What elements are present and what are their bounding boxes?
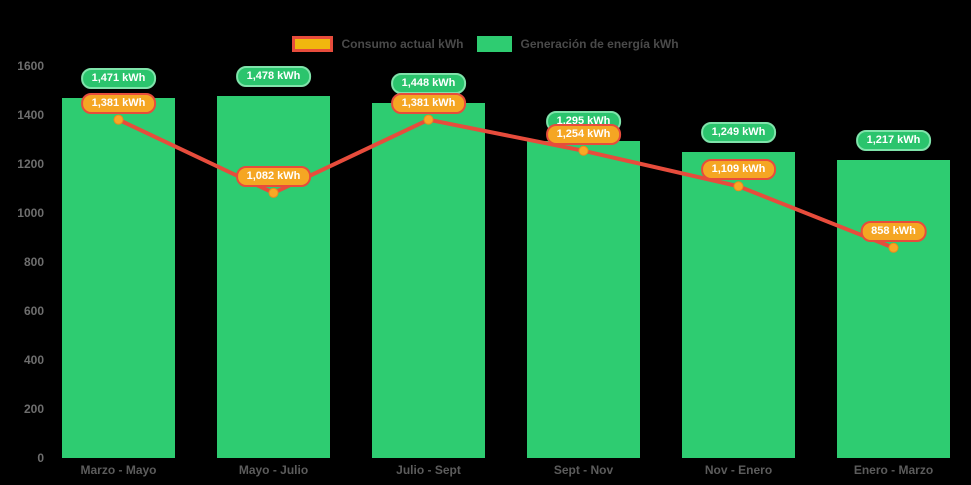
consumption-value-badge: 1,254 kWh [545,123,622,145]
generation-value-badge: 1,217 kWh [855,129,932,151]
y-tick-label: 1400 [17,108,44,122]
generation-bar[interactable] [372,103,485,458]
generation-bar[interactable] [62,97,175,458]
consumption-point[interactable] [888,242,899,253]
x-category-label: Mayo - Julio [238,463,309,477]
x-category-label: Julio - Sept [396,463,461,477]
consumption-point[interactable] [733,181,744,192]
legend-item-generacion[interactable]: Generación de energía kWh [477,36,679,52]
generation-bar[interactable] [527,140,640,458]
x-category-label: Enero - Marzo [853,463,934,477]
legend-swatch-generacion-icon [477,36,513,52]
legend-item-consumo[interactable]: Consumo actual kWh [292,36,463,52]
consumption-value-badge: 1,381 kWh [390,92,467,114]
y-tick-label: 800 [23,255,44,269]
chart-legend: Consumo actual kWh Generación de energía… [0,36,971,52]
legend-label-consumo: Consumo actual kWh [341,37,464,51]
y-tick-label: 1200 [17,157,44,171]
y-tick-label: 1000 [17,206,44,220]
consumption-point[interactable] [578,145,589,156]
consumption-point[interactable] [268,187,279,198]
consumption-point[interactable] [113,114,124,125]
y-tick-label: 0 [37,451,44,465]
consumption-value-badge: 1,381 kWh [80,92,157,114]
y-tick-label: 400 [23,353,44,367]
consumption-value-badge: 858 kWh [860,220,927,242]
generation-bar[interactable] [217,95,330,458]
y-tick-label: 600 [23,304,44,318]
y-tick-label: 1600 [17,59,44,73]
consumption-value-badge: 1,109 kWh [700,159,777,181]
legend-swatch-consumo-icon [292,36,334,52]
consumption-line [117,117,895,250]
generation-bar[interactable] [837,159,950,458]
y-tick-label: 200 [23,402,44,416]
x-category-label: Marzo - Mayo [80,463,157,477]
consumption-value-badge: 1,082 kWh [235,165,312,187]
legend-label-generacion: Generación de energía kWh [520,37,679,51]
generation-value-badge: 1,249 kWh [700,121,777,143]
x-category-label: Nov - Enero [704,463,773,477]
x-category-label: Sept - Nov [553,463,614,477]
generation-value-badge: 1,478 kWh [235,65,312,87]
generation-value-badge: 1,448 kWh [390,73,467,95]
generation-value-badge: 1,471 kWh [80,67,157,89]
consumption-point[interactable] [423,114,434,125]
